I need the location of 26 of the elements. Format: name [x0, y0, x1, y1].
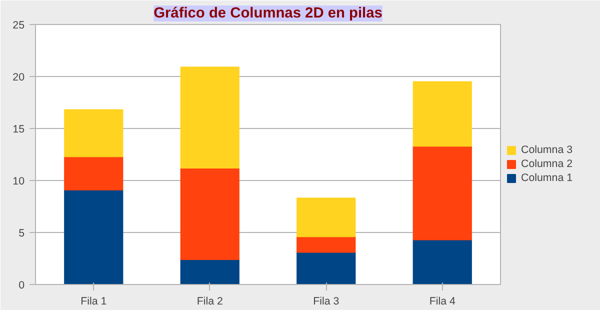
x-tick-label: Fila 3 — [313, 296, 340, 308]
x-tick-label: Fila 4 — [429, 296, 456, 308]
bar — [296, 252, 356, 284]
y-tick-label: 5 — [18, 228, 25, 240]
bar — [296, 236, 356, 253]
y-tick-label: 20 — [12, 72, 25, 84]
y-tick-label: 15 — [12, 124, 25, 136]
x-tick-label: Fila 2 — [196, 296, 223, 308]
bar — [412, 81, 472, 147]
y-tick-label: 0 — [18, 280, 25, 292]
bar — [412, 146, 472, 240]
legend-label: Columna 2 — [521, 158, 573, 170]
y-tick-label: 25 — [12, 20, 25, 32]
x-tick-label: Fila 1 — [80, 296, 107, 308]
bar — [64, 156, 124, 190]
bar — [296, 198, 356, 238]
legend-label: Columna 3 — [521, 144, 573, 156]
bar — [412, 239, 472, 284]
chart-title: Gráfico de Columnas 2D en pilas — [154, 6, 382, 22]
bar — [180, 168, 240, 260]
bar — [180, 259, 240, 284]
y-tick-label: 10 — [12, 176, 25, 188]
bar — [64, 109, 124, 158]
legend-label: Columna 1 — [521, 172, 573, 184]
bar — [180, 66, 240, 169]
bar — [64, 189, 124, 284]
